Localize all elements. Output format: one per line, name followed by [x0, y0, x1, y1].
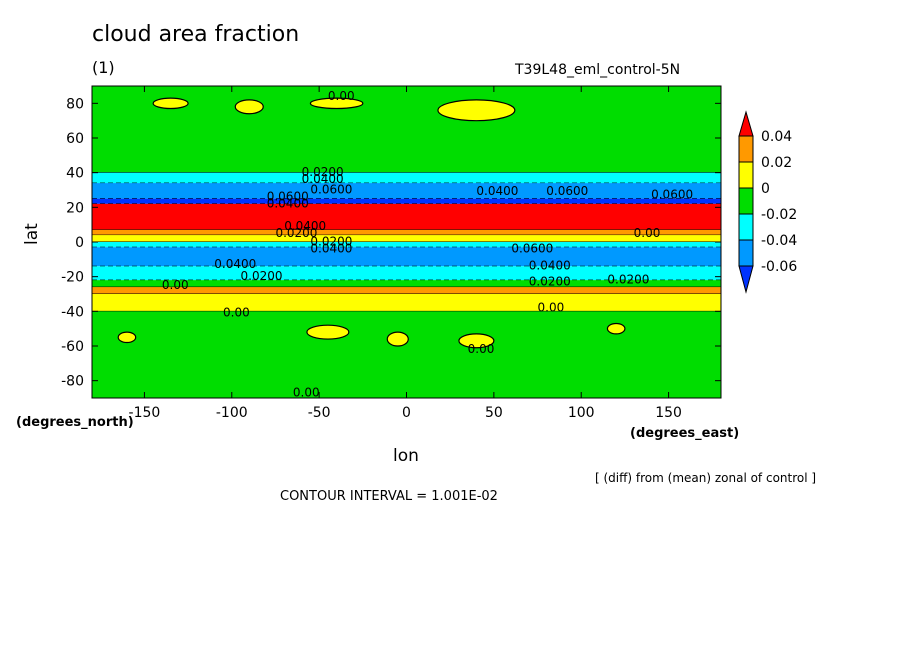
- colorbar-label-3: -0.02: [761, 207, 797, 223]
- colorbar-swatch-0: [738, 135, 754, 163]
- x-tick-label-6: 150: [655, 405, 682, 421]
- contour-label-7: 0.0600: [651, 188, 693, 202]
- contour-label-13: 0.0400: [310, 241, 352, 255]
- contour-label-5: 0.0400: [267, 196, 309, 210]
- lat-band-1: [92, 172, 721, 184]
- y-tick-label-6: 40: [66, 166, 84, 182]
- contour-patch-0: [152, 97, 189, 110]
- lat-band-8: [92, 247, 721, 267]
- contour-label-11: 0.00: [634, 226, 661, 240]
- plot-area: 0.000.02000.04000.06000.06000.04000.0600…: [92, 86, 721, 399]
- contour-label-15: 0.0400: [529, 259, 571, 273]
- contour-label-9: 0.0400: [284, 219, 326, 233]
- colorbar-bottom-triangle: [738, 265, 754, 294]
- contour-label-2: 0.0400: [302, 172, 344, 186]
- lat-band-4: [92, 203, 721, 230]
- colorbar-label-0: 0.04: [761, 129, 792, 145]
- contour-patch-3: [437, 99, 516, 122]
- chart-subtitle-right: T39L48_eml_control-5N: [515, 62, 681, 78]
- colorbar-label-1: 0.02: [761, 155, 792, 171]
- y-tick-label-4: 0: [75, 235, 84, 251]
- y-tick-label-1: -60: [61, 339, 84, 355]
- lat-band-12: [92, 294, 721, 312]
- y-tick-label-8: 80: [66, 96, 84, 112]
- y-tick-label-3: -20: [61, 270, 84, 286]
- contour-patch-7: [117, 331, 137, 344]
- x-tick-label-2: -50: [308, 405, 331, 421]
- colorbar-label-5: -0.06: [761, 259, 797, 275]
- colorbar-top-triangle: [738, 110, 754, 137]
- colorbar-swatch-4: [738, 239, 754, 267]
- x-tick-label-5: 100: [568, 405, 595, 421]
- contour-label-1: 0.0200: [302, 165, 344, 179]
- lat-band-11: [92, 287, 721, 294]
- chart-title: cloud area fraction: [92, 22, 300, 47]
- x-axis-units: (degrees_east): [630, 426, 740, 441]
- lat-band-3: [92, 198, 721, 204]
- contour-label-14: 0.0600: [511, 241, 553, 255]
- colorbar: 0.04 0.02 0 -0.02 -0.04 -0.06: [738, 110, 797, 294]
- chart-note: [ (diff) from (mean) zonal of control ]: [595, 471, 817, 485]
- lat-band-5: [92, 229, 721, 236]
- colorbar-label-2: 0: [761, 181, 770, 197]
- contour-label-3: 0.0600: [310, 182, 352, 196]
- y-tick-label-2: -40: [61, 304, 84, 320]
- contour-label-0: 0.00: [328, 89, 355, 103]
- y-tick-label-0: -80: [61, 374, 84, 390]
- y-tick-label-7: 60: [66, 131, 84, 147]
- lat-band-2: [92, 183, 721, 199]
- lat-band-13: [92, 311, 721, 398]
- colorbar-swatch-2: [738, 187, 754, 215]
- contour-label-24: 0.00: [293, 385, 320, 399]
- contour-patch-8: [606, 322, 626, 335]
- contour-patch-2: [309, 97, 364, 110]
- colorbar-swatch-3: [738, 213, 754, 241]
- contour-label-21: 0.00: [223, 306, 250, 320]
- x-tick-label-4: 50: [485, 405, 503, 421]
- contour-label-22: 0.00: [538, 300, 565, 314]
- contour-label-17: 0.0200: [241, 269, 283, 283]
- lat-band-0: [92, 86, 721, 173]
- contour-patch-6: [458, 333, 495, 349]
- y-tick-label-5: 20: [66, 200, 84, 216]
- contour-patch-5: [386, 331, 409, 347]
- colorbar-swatch-1: [738, 161, 754, 189]
- contour-label-6: 0.0600: [546, 184, 588, 198]
- x-tick-label-3: 0: [402, 405, 411, 421]
- contour-label-16: 0.0400: [214, 257, 256, 271]
- x-tick-label-1: -100: [216, 405, 248, 421]
- contour-label-12: 0.0200: [310, 234, 352, 248]
- lat-band-10: [92, 280, 721, 288]
- lat-band-9: [92, 266, 721, 281]
- contour-label-8: 0.0400: [476, 184, 518, 198]
- contour-patch-4: [306, 324, 350, 340]
- contour-label-10: 0.0200: [275, 226, 317, 240]
- contour-label-23: 0.00: [468, 342, 495, 356]
- lat-band-6: [92, 235, 721, 242]
- colorbar-label-4: -0.04: [761, 233, 797, 249]
- y-axis-units: (degrees_north): [16, 415, 134, 430]
- contour-label-18: 0.00: [162, 278, 189, 292]
- contour-label-19: 0.0200: [529, 274, 571, 288]
- contour-patch-1: [234, 99, 264, 115]
- chart-subtitle-left: (1): [92, 58, 115, 77]
- contour-label-4: 0.0600: [267, 189, 309, 203]
- x-tick-label-0: -150: [129, 405, 161, 421]
- x-axis-label: lon: [393, 446, 419, 466]
- contour-interval: CONTOUR INTERVAL = 1.001E-02: [280, 489, 498, 504]
- contour-label-20: 0.0200: [607, 273, 649, 287]
- lat-band-7: [92, 242, 721, 248]
